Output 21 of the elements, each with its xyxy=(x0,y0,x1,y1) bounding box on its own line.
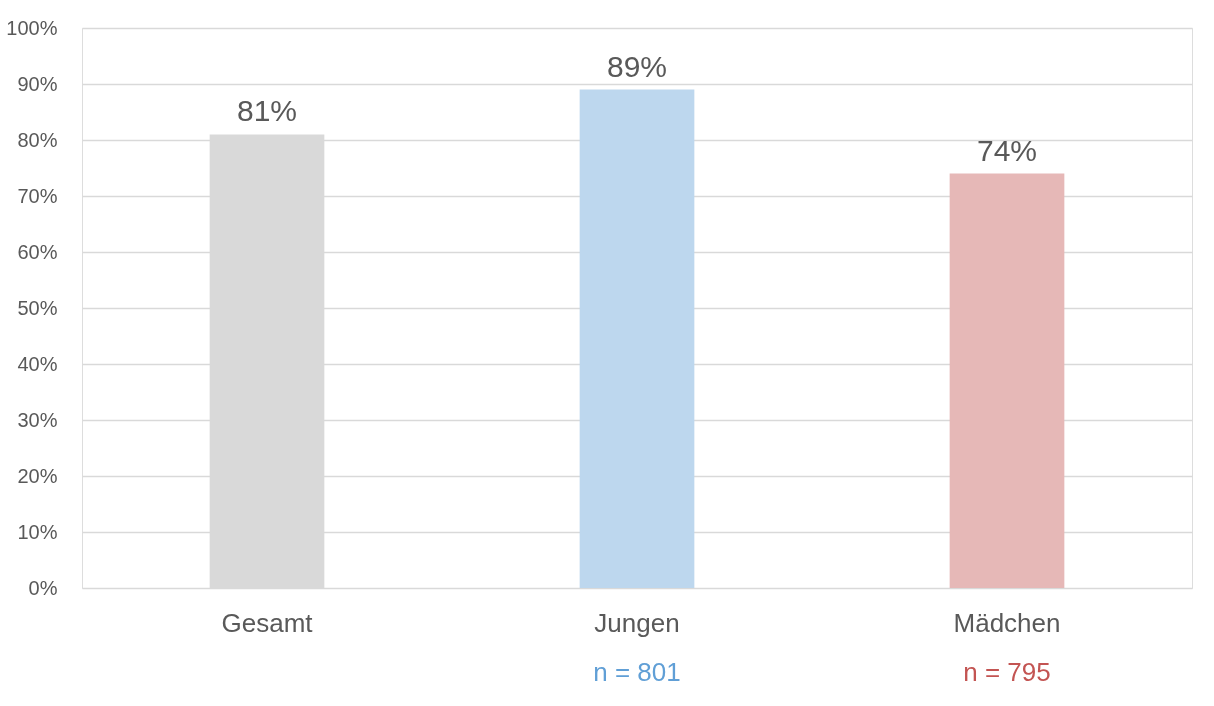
y-tick-label: 60% xyxy=(17,240,58,263)
y-tick-label: 80% xyxy=(17,128,58,151)
y-tick-label: 50% xyxy=(17,296,58,319)
x-tick-label: Gesamt xyxy=(221,607,314,638)
text: n = 801 xyxy=(593,657,681,687)
y-tick-label: 100% xyxy=(6,16,58,39)
y-tick-label: 0% xyxy=(28,576,58,599)
bar xyxy=(949,173,1065,588)
bar xyxy=(579,89,695,588)
x-tick-label: Jungen xyxy=(594,607,680,638)
text: n = 795 xyxy=(963,657,1051,687)
x-tick-label: Mädchen xyxy=(953,607,1061,638)
y-tick-label: 90% xyxy=(17,72,58,95)
y-tick-label: 70% xyxy=(17,184,58,207)
data-label: 81% xyxy=(236,94,298,128)
data-label: 89% xyxy=(606,49,668,83)
y-tick-label: 20% xyxy=(17,464,58,487)
data-label: 74% xyxy=(976,133,1038,167)
y-tick-label: 10% xyxy=(17,520,58,543)
y-tick-label: 40% xyxy=(17,352,58,375)
y-tick-label: 30% xyxy=(17,408,58,431)
